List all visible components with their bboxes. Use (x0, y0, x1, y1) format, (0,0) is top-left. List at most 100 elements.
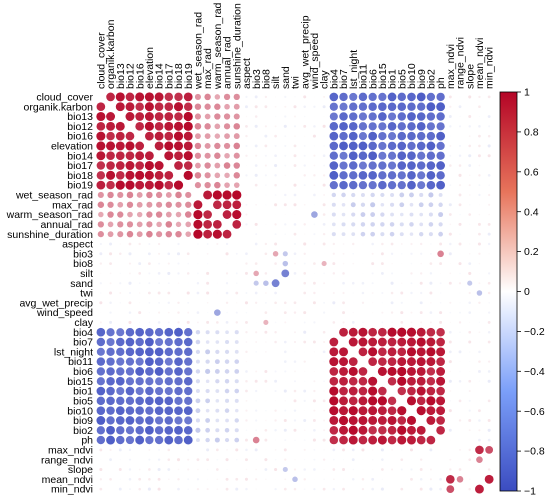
correlation-cell (449, 154, 452, 157)
correlation-cell (390, 212, 394, 217)
correlation-cell (264, 311, 268, 314)
correlation-cell (303, 184, 306, 187)
correlation-cell (440, 459, 441, 460)
correlation-cell (174, 425, 183, 435)
correlation-cell (448, 350, 452, 354)
correlation-cell (193, 209, 203, 220)
row-label: annual_rad (40, 219, 93, 231)
correlation-cell (387, 366, 397, 377)
correlation-cell (204, 133, 211, 140)
correlation-cell (390, 192, 395, 197)
correlation-cell (469, 243, 471, 245)
correlation-cell (341, 192, 346, 198)
correlation-cell (255, 400, 257, 402)
correlation-cell (368, 141, 377, 151)
correlation-cell (294, 213, 296, 216)
correlation-cell (313, 262, 316, 265)
correlation-cell (135, 416, 144, 425)
correlation-cell (119, 282, 122, 285)
correlation-cell (158, 311, 161, 314)
correlation-cell (416, 337, 426, 347)
correlation-cell (283, 389, 287, 393)
correlation-cell (304, 458, 306, 461)
correlation-cell (224, 379, 230, 384)
correlation-cell (370, 222, 375, 227)
correlation-cell (245, 350, 248, 354)
correlation-cell (426, 347, 436, 357)
correlation-cell (322, 330, 326, 334)
correlation-cell (339, 347, 349, 357)
correlation-cell (117, 201, 124, 208)
correlation-cell (338, 415, 349, 426)
correlation-cell (478, 409, 481, 413)
correlation-cell (478, 232, 481, 236)
correlation-cell (274, 321, 277, 324)
correlation-cell (235, 272, 238, 275)
correlation-cell (147, 252, 151, 256)
correlation-cell (145, 425, 154, 435)
correlation-cell (106, 416, 115, 425)
correlation-cell (391, 449, 393, 451)
correlation-cell (448, 360, 452, 364)
correlation-cell (478, 125, 481, 128)
correlation-cell (469, 361, 471, 363)
correlation-cell (115, 376, 125, 386)
correlation-cell (339, 92, 348, 102)
correlation-cell (322, 222, 326, 226)
correlation-cell (255, 488, 257, 490)
correlation-cell (487, 399, 491, 403)
correlation-cell (439, 477, 442, 481)
correlation-cell (116, 357, 125, 366)
correlation-cell (458, 222, 462, 226)
correlation-cell (207, 478, 209, 480)
correlation-cell (236, 263, 238, 265)
correlation-cell (284, 193, 287, 197)
correlation-cell (204, 123, 211, 130)
correlation-cell (426, 112, 436, 121)
correlation-cell (378, 327, 387, 337)
correlation-cell (343, 478, 345, 480)
correlation-cell (215, 379, 220, 384)
correlation-cell (468, 429, 471, 432)
correlation-cell (294, 115, 296, 118)
correlation-cell (419, 487, 423, 491)
correlation-cell (323, 253, 325, 255)
correlation-cell (448, 379, 452, 383)
correlation-cell (254, 448, 258, 452)
correlation-cell (339, 112, 348, 121)
correlation-cell (400, 321, 404, 324)
correlation-cell (478, 164, 481, 167)
correlation-cell (371, 272, 374, 275)
correlation-cell (148, 291, 151, 295)
correlation-cell (174, 337, 183, 347)
correlation-cell (323, 429, 326, 432)
correlation-cell (154, 161, 164, 171)
correlation-cell (96, 131, 106, 141)
correlation-cell (371, 487, 374, 491)
correlation-cell (164, 425, 174, 435)
correlation-cell (216, 458, 219, 461)
correlation-cell (487, 222, 491, 226)
correlation-cell (145, 377, 154, 386)
correlation-cell (381, 242, 384, 246)
correlation-cell (144, 357, 154, 367)
correlation-cell (174, 92, 183, 102)
correlation-cell (253, 270, 259, 277)
correlation-cell (178, 449, 179, 451)
column-label: bio11 (358, 64, 370, 89)
correlation-cell (478, 468, 481, 471)
correlation-cell (303, 439, 306, 441)
correlation-cell (128, 262, 132, 265)
correlation-cell (458, 105, 462, 109)
correlation-cell (216, 273, 218, 274)
correlation-cell (136, 201, 143, 208)
correlation-cell (264, 330, 268, 334)
correlation-cell (224, 152, 230, 159)
correlation-cell (487, 468, 491, 471)
correlation-cell (96, 171, 106, 180)
colorbar-ticks: 10.80.60.40.20−0.2−0.4−0.6−0.8−1 (517, 87, 545, 498)
correlation-cell (372, 321, 374, 323)
correlation-cell (148, 448, 151, 451)
correlation-cell (235, 311, 238, 314)
correlation-cell (468, 271, 472, 275)
